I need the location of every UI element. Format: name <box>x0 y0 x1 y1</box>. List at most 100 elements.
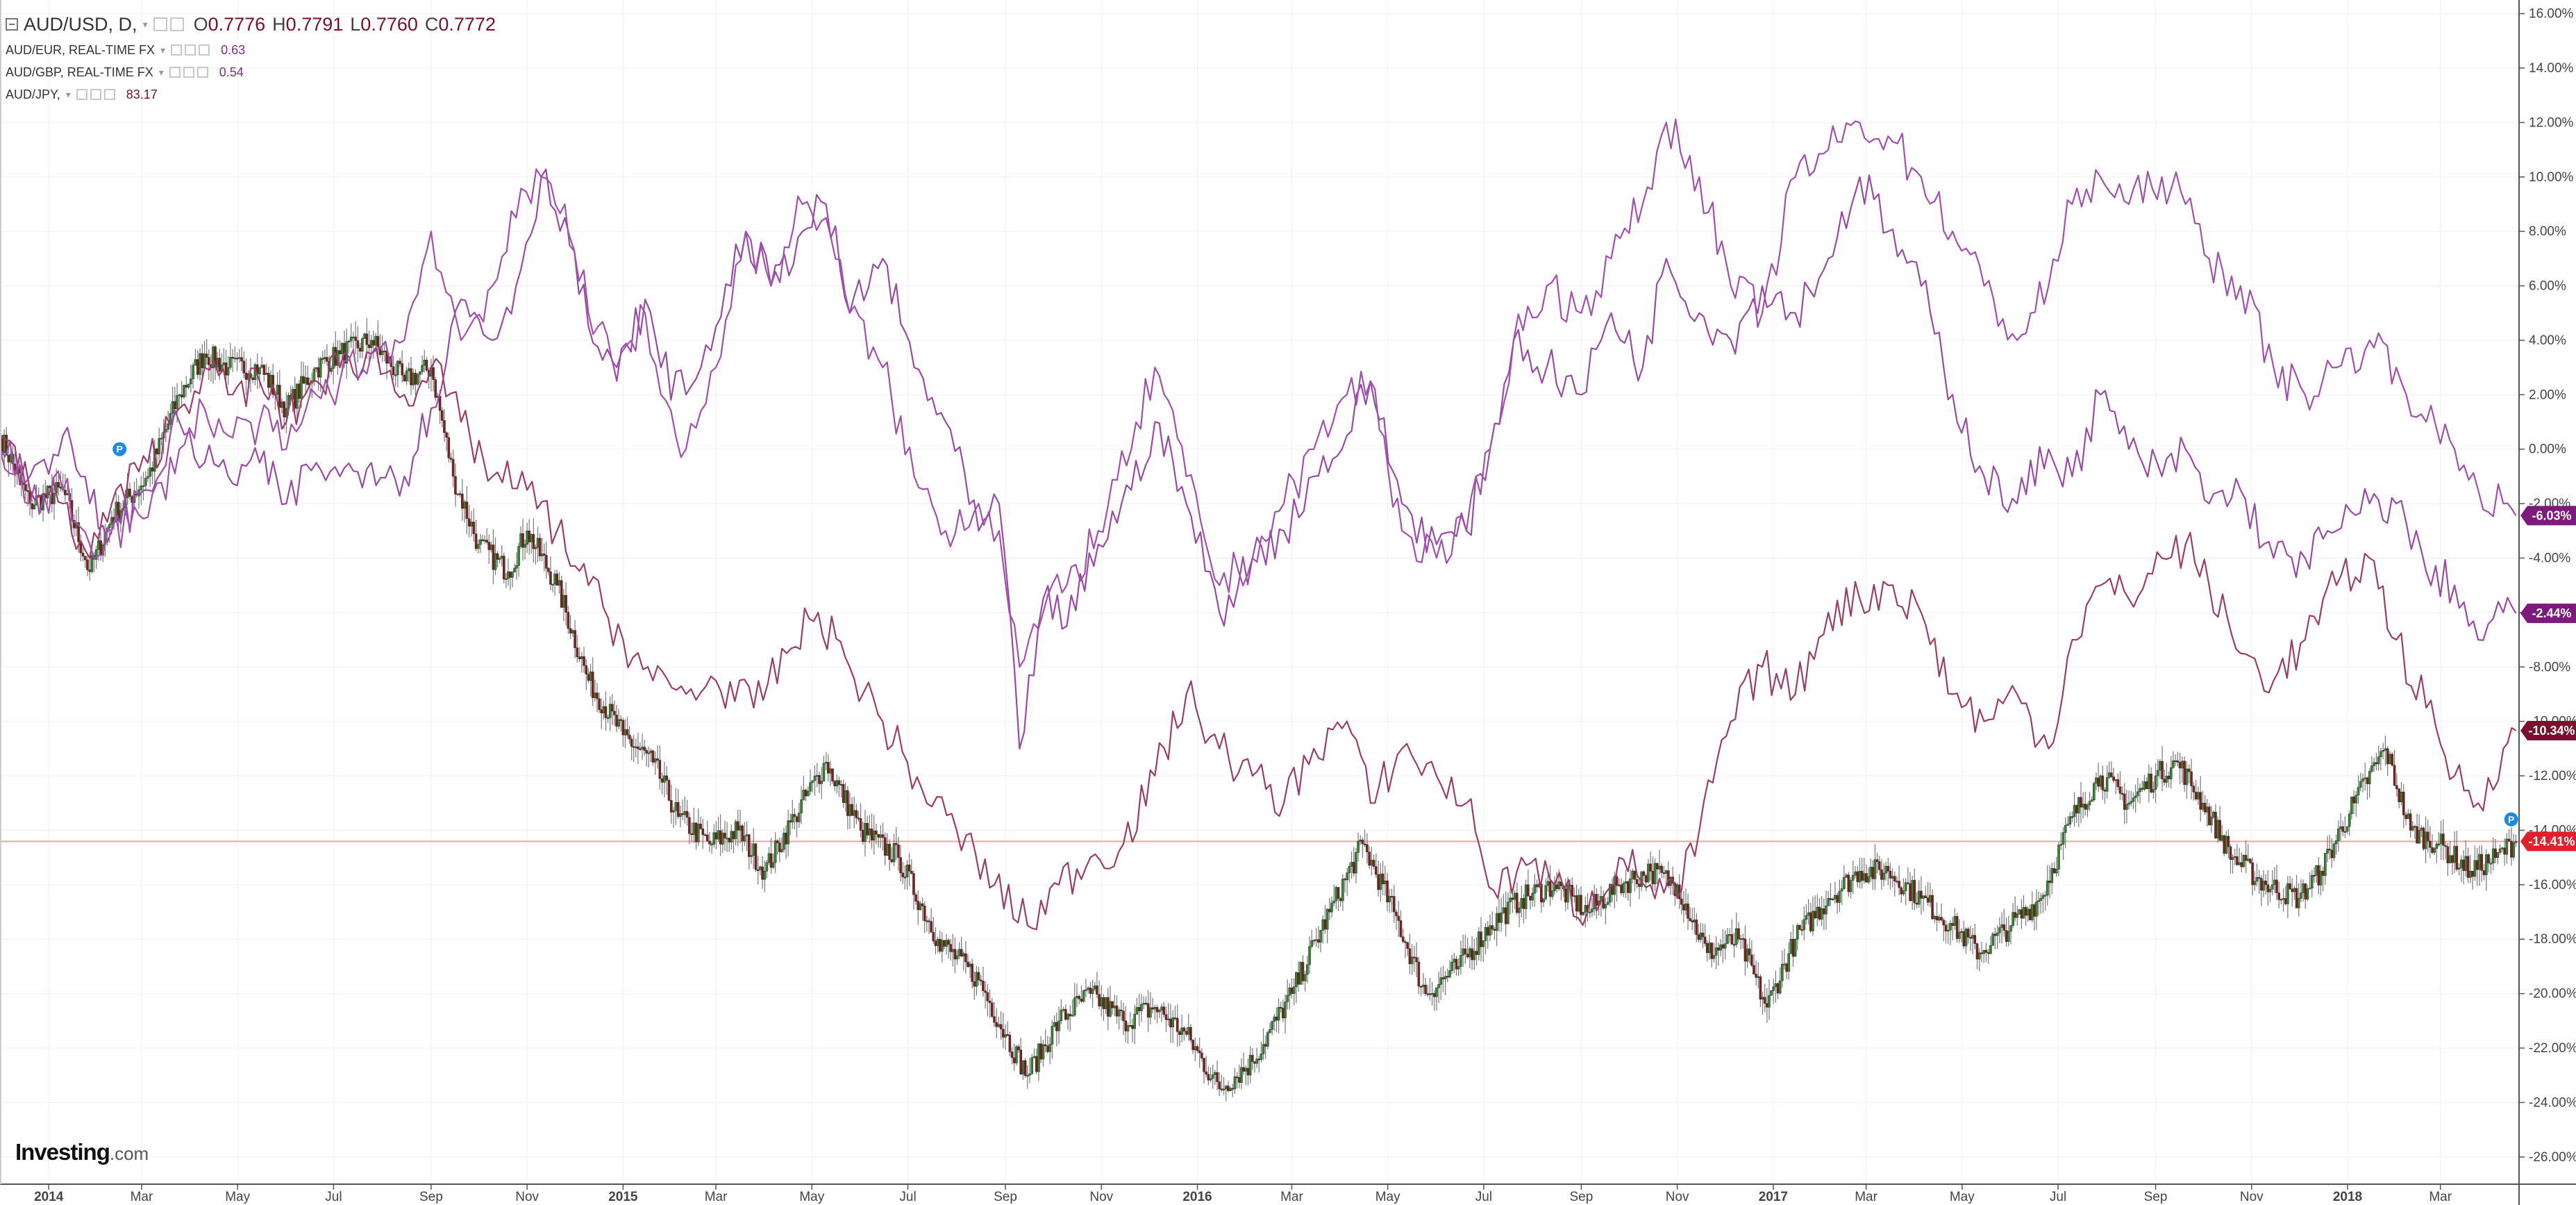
candle <box>1140 1004 1143 1011</box>
candle <box>2231 857 2234 860</box>
candle <box>536 538 540 548</box>
candle <box>528 531 531 542</box>
candle <box>637 746 639 749</box>
candle <box>1737 928 1740 940</box>
candle <box>1446 976 1449 978</box>
candle <box>1871 867 1875 879</box>
event-marker-icon[interactable] <box>112 442 127 456</box>
candle <box>251 377 254 381</box>
candle <box>196 359 199 375</box>
settings-icon[interactable] <box>171 44 183 56</box>
candle <box>1717 947 1720 951</box>
candle <box>553 573 556 585</box>
legend-comparison-row[interactable]: AUD/GBP, REAL-TIME FX ▾ 0.54 <box>6 61 496 83</box>
candle <box>795 816 798 822</box>
candle <box>2181 761 2184 769</box>
candle <box>604 706 608 718</box>
candle <box>1091 988 1094 994</box>
close-icon[interactable] <box>196 67 208 78</box>
candle <box>1255 1058 1258 1064</box>
candle <box>1618 884 1621 886</box>
candle <box>2409 813 2412 831</box>
candle <box>730 831 733 842</box>
candle <box>692 822 696 836</box>
candle <box>354 336 357 341</box>
candle <box>2350 797 2353 815</box>
close-label: C <box>424 13 439 35</box>
candle <box>347 340 351 342</box>
candle <box>2059 844 2063 846</box>
candle <box>142 485 145 487</box>
candle <box>194 359 197 366</box>
chart-markers[interactable]: PP <box>112 442 2518 826</box>
candle <box>1860 870 1864 881</box>
candle <box>2418 830 2420 844</box>
candle <box>934 940 937 947</box>
x-tick-label: 2016 <box>1182 1190 1212 1204</box>
visibility-icon[interactable] <box>90 89 101 100</box>
candle <box>500 556 503 559</box>
chevron-down-icon[interactable]: ▾ <box>160 44 166 56</box>
candle <box>2345 826 2349 832</box>
event-marker-icon[interactable] <box>2504 812 2518 826</box>
candle <box>1577 895 1580 912</box>
candle <box>2462 859 2465 871</box>
candle <box>538 538 542 556</box>
chevron-down-icon[interactable]: ▾ <box>158 66 164 78</box>
candle <box>1002 1029 1005 1038</box>
candle <box>1194 1046 1197 1050</box>
candle <box>547 568 550 572</box>
candle <box>615 715 618 727</box>
candle <box>2242 855 2245 867</box>
collapse-icon[interactable] <box>6 18 18 31</box>
candle <box>1415 957 1418 963</box>
visibility-icon[interactable] <box>183 67 194 78</box>
candle <box>2061 832 2065 845</box>
candle <box>833 781 836 787</box>
candle <box>1548 881 1552 897</box>
candle <box>2037 900 2040 902</box>
visibility-icon[interactable] <box>169 17 184 31</box>
candle <box>2050 868 2054 883</box>
candle <box>2393 765 2396 786</box>
candle <box>540 554 544 556</box>
close-icon[interactable] <box>199 44 210 56</box>
legend-comparison-row[interactable]: AUD/JPY, ▾ 83.17 <box>6 83 496 106</box>
settings-icon[interactable] <box>169 67 181 78</box>
candle <box>81 552 85 557</box>
legend-comparison-row[interactable]: AUD/EUR, REAL-TIME FX ▾ 0.63 <box>6 39 496 61</box>
candle <box>798 813 801 822</box>
candle <box>2306 888 2309 899</box>
x-tick-label: Mar <box>2429 1190 2452 1204</box>
candle <box>1966 929 1970 938</box>
candle <box>776 840 779 843</box>
candle <box>756 869 760 872</box>
candle <box>928 920 930 922</box>
close-icon[interactable] <box>103 89 115 100</box>
y-tick-label: -24.00% <box>2529 1095 2576 1110</box>
candle <box>558 580 561 586</box>
main-symbol: AUD/USD, D, <box>24 13 137 35</box>
visibility-icon[interactable] <box>185 44 196 56</box>
x-tick-label: Mar <box>131 1190 153 1204</box>
candle <box>1649 863 1652 872</box>
candle <box>174 401 176 410</box>
event-marker-label: P <box>117 444 123 455</box>
candle <box>2127 802 2130 805</box>
chevron-down-icon[interactable]: ▾ <box>65 88 71 100</box>
candle <box>1695 920 1698 936</box>
settings-icon[interactable] <box>153 17 167 31</box>
candle <box>2031 904 2034 920</box>
candle <box>505 578 508 580</box>
chevron-down-icon[interactable]: ▾ <box>142 18 148 30</box>
candle <box>574 630 576 649</box>
settings-icon[interactable] <box>76 89 87 100</box>
candle <box>2156 770 2159 776</box>
y-tick-label: 4.00% <box>2529 333 2566 348</box>
candle <box>767 853 771 863</box>
candle <box>2046 881 2049 896</box>
x-tick-label: Nov <box>515 1190 539 1204</box>
x-axis-ticks: 2014 Mar May Jul Sep Nov 2015 Mar May Jul Sep Nov 20… <box>34 1184 2452 1204</box>
